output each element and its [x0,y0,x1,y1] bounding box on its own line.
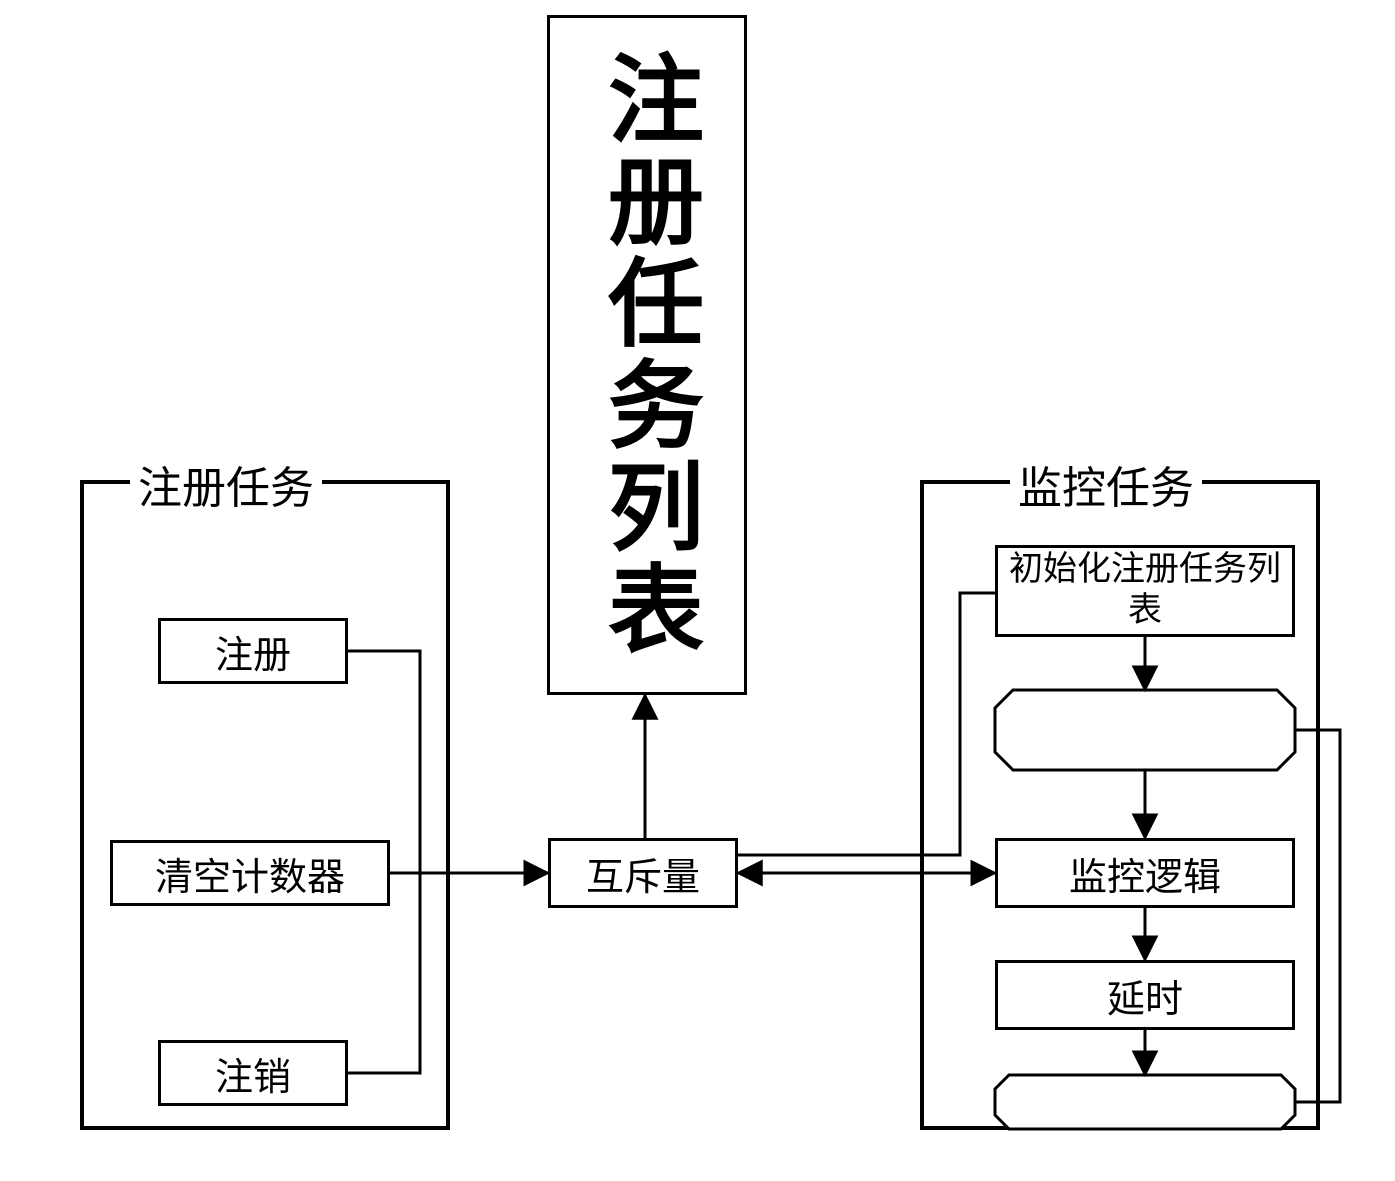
task-list-box: 注册任务列表 [547,15,747,695]
init-label: 初始化注册任务列表 [998,550,1292,632]
task-list-label: 注册任务列表 [578,49,717,661]
unregister-node: 注销 [158,1040,348,1106]
diagram-canvas: 注册任务列表 互斥量 注册任务 注册 清空计数器 注销 监控任务 初始化注册任务… [0,0,1395,1181]
delay-label: 延时 [1107,968,1183,1023]
clear-counter-node: 清空计数器 [110,840,390,906]
monitor-logic-node: 监控逻辑 [995,838,1295,908]
delay-node: 延时 [995,960,1295,1030]
init-node: 初始化注册任务列表 [995,545,1295,637]
register-label: 注册 [215,624,291,679]
mutex-box: 互斥量 [548,838,738,908]
monitor-task-title: 监控任务 [1010,452,1202,516]
clear-counter-label: 清空计数器 [155,846,345,901]
mutex-label: 互斥量 [586,846,700,901]
monitor-logic-label: 监控逻辑 [1069,846,1221,901]
register-task-title: 注册任务 [130,452,322,516]
unregister-label: 注销 [215,1046,291,1101]
register-task-group [80,480,450,1130]
register-node: 注册 [158,618,348,684]
